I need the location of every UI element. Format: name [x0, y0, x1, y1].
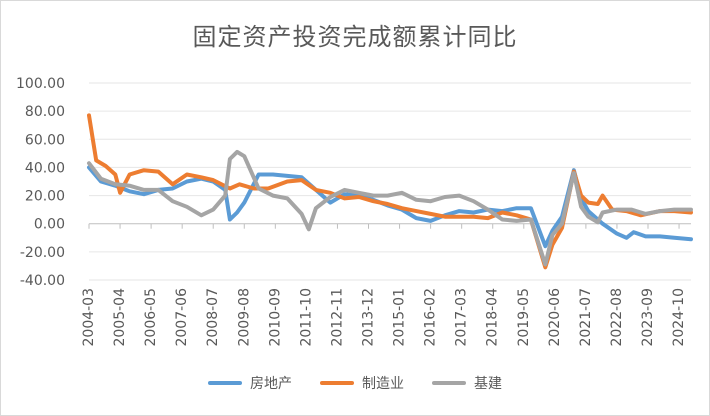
x-tick-label: 2007-06 — [174, 288, 190, 347]
y-tick-label: 40.00 — [25, 160, 65, 176]
y-tick-label: 100.00 — [16, 76, 65, 92]
legend-label: 房地产 — [250, 376, 292, 392]
legend-label: 制造业 — [362, 376, 404, 392]
series-line-2 — [87, 113, 693, 270]
y-tick-label: 60.00 — [25, 132, 65, 148]
x-tick-label: 2009-08 — [236, 288, 252, 347]
x-tick-label: 2004-03 — [81, 288, 97, 347]
x-tick-label: 2013-12 — [361, 288, 377, 347]
x-tick-label: 2006-05 — [143, 288, 159, 347]
x-tick-label: 2024-10 — [671, 288, 687, 347]
x-tick-label: 2018-04 — [485, 288, 501, 347]
y-tick-label: -20.00 — [20, 245, 65, 261]
legend-swatch — [208, 381, 242, 385]
x-tick-label: 2015-01 — [392, 288, 408, 347]
x-tick-label: 2020-06 — [547, 288, 563, 347]
y-axis: 100.00 80.00 60.00 40.00 20.00 0.00 -20.00 -40.… — [16, 76, 65, 289]
x-axis: 2004-03 2005-04 2006-05 2007-06 2008-07 2009-… — [81, 223, 687, 347]
legend: 房地产 制造业 基建 — [1, 373, 709, 393]
x-tick-label: 2011-10 — [298, 288, 314, 347]
x-tick-label: 2005-04 — [112, 288, 128, 347]
legend-label: 基建 — [474, 376, 502, 392]
x-tick-label: 2012-11 — [329, 288, 345, 347]
x-tick-label: 2019-05 — [516, 288, 532, 347]
x-tick-label: 2017-03 — [454, 288, 470, 347]
x-tick-label: 2021-07 — [578, 288, 594, 347]
y-tick-label: 80.00 — [25, 104, 65, 120]
legend-swatch — [320, 381, 354, 385]
legend-item: 房地产 — [208, 373, 292, 393]
series-lines — [87, 113, 693, 270]
x-tick-label: 2008-07 — [205, 288, 221, 347]
legend-item: 制造业 — [320, 373, 404, 393]
y-tick-label: 20.00 — [25, 189, 65, 205]
x-tick-label: 2016-02 — [423, 288, 439, 347]
y-tick-label: 0.00 — [34, 217, 65, 233]
x-tick-label: 2010-09 — [267, 288, 283, 347]
chart-title: 固定资产投资完成额累计同比 — [192, 23, 518, 51]
x-tick-label: 2022-08 — [609, 288, 625, 347]
x-tick-label: 2023-09 — [640, 288, 656, 347]
series-line-3 — [87, 149, 693, 267]
legend-swatch — [432, 381, 466, 385]
gridlines — [89, 82, 691, 281]
y-tick-label: -40.00 — [20, 273, 65, 289]
legend-item: 基建 — [432, 373, 502, 393]
